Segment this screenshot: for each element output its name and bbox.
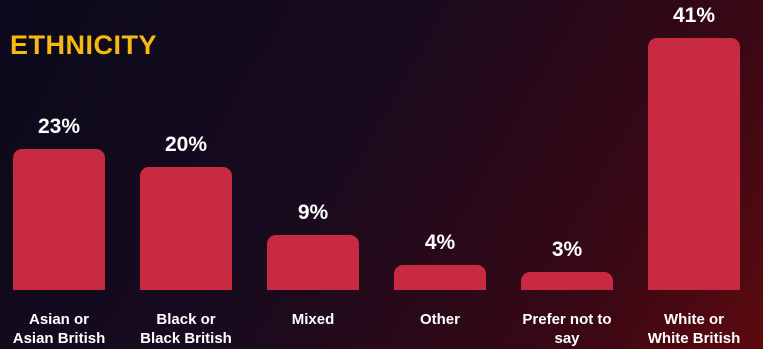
x-tick-label: Asian or Asian British (12, 311, 106, 347)
bar (521, 271, 613, 290)
x-tick-label: Prefer not to say (522, 311, 612, 347)
x-tick-label: Mixed (291, 311, 335, 328)
value-label: 9% (297, 200, 329, 224)
x-tick-label: Black or Black British (140, 311, 232, 347)
x-tick-label: White or White British (647, 311, 741, 347)
bar (648, 37, 740, 290)
value-label: 20% (164, 133, 208, 156)
bar (267, 234, 359, 290)
value-label: 23% (37, 114, 81, 138)
bar (13, 148, 105, 290)
value-label: 4% (424, 231, 456, 255)
bar (394, 265, 486, 290)
bar (140, 167, 232, 290)
x-tick-label: Other (419, 311, 460, 328)
value-label: 3% (551, 237, 583, 261)
value-label: 41% (672, 3, 716, 27)
chart-title: ETHNICITY (10, 30, 158, 60)
